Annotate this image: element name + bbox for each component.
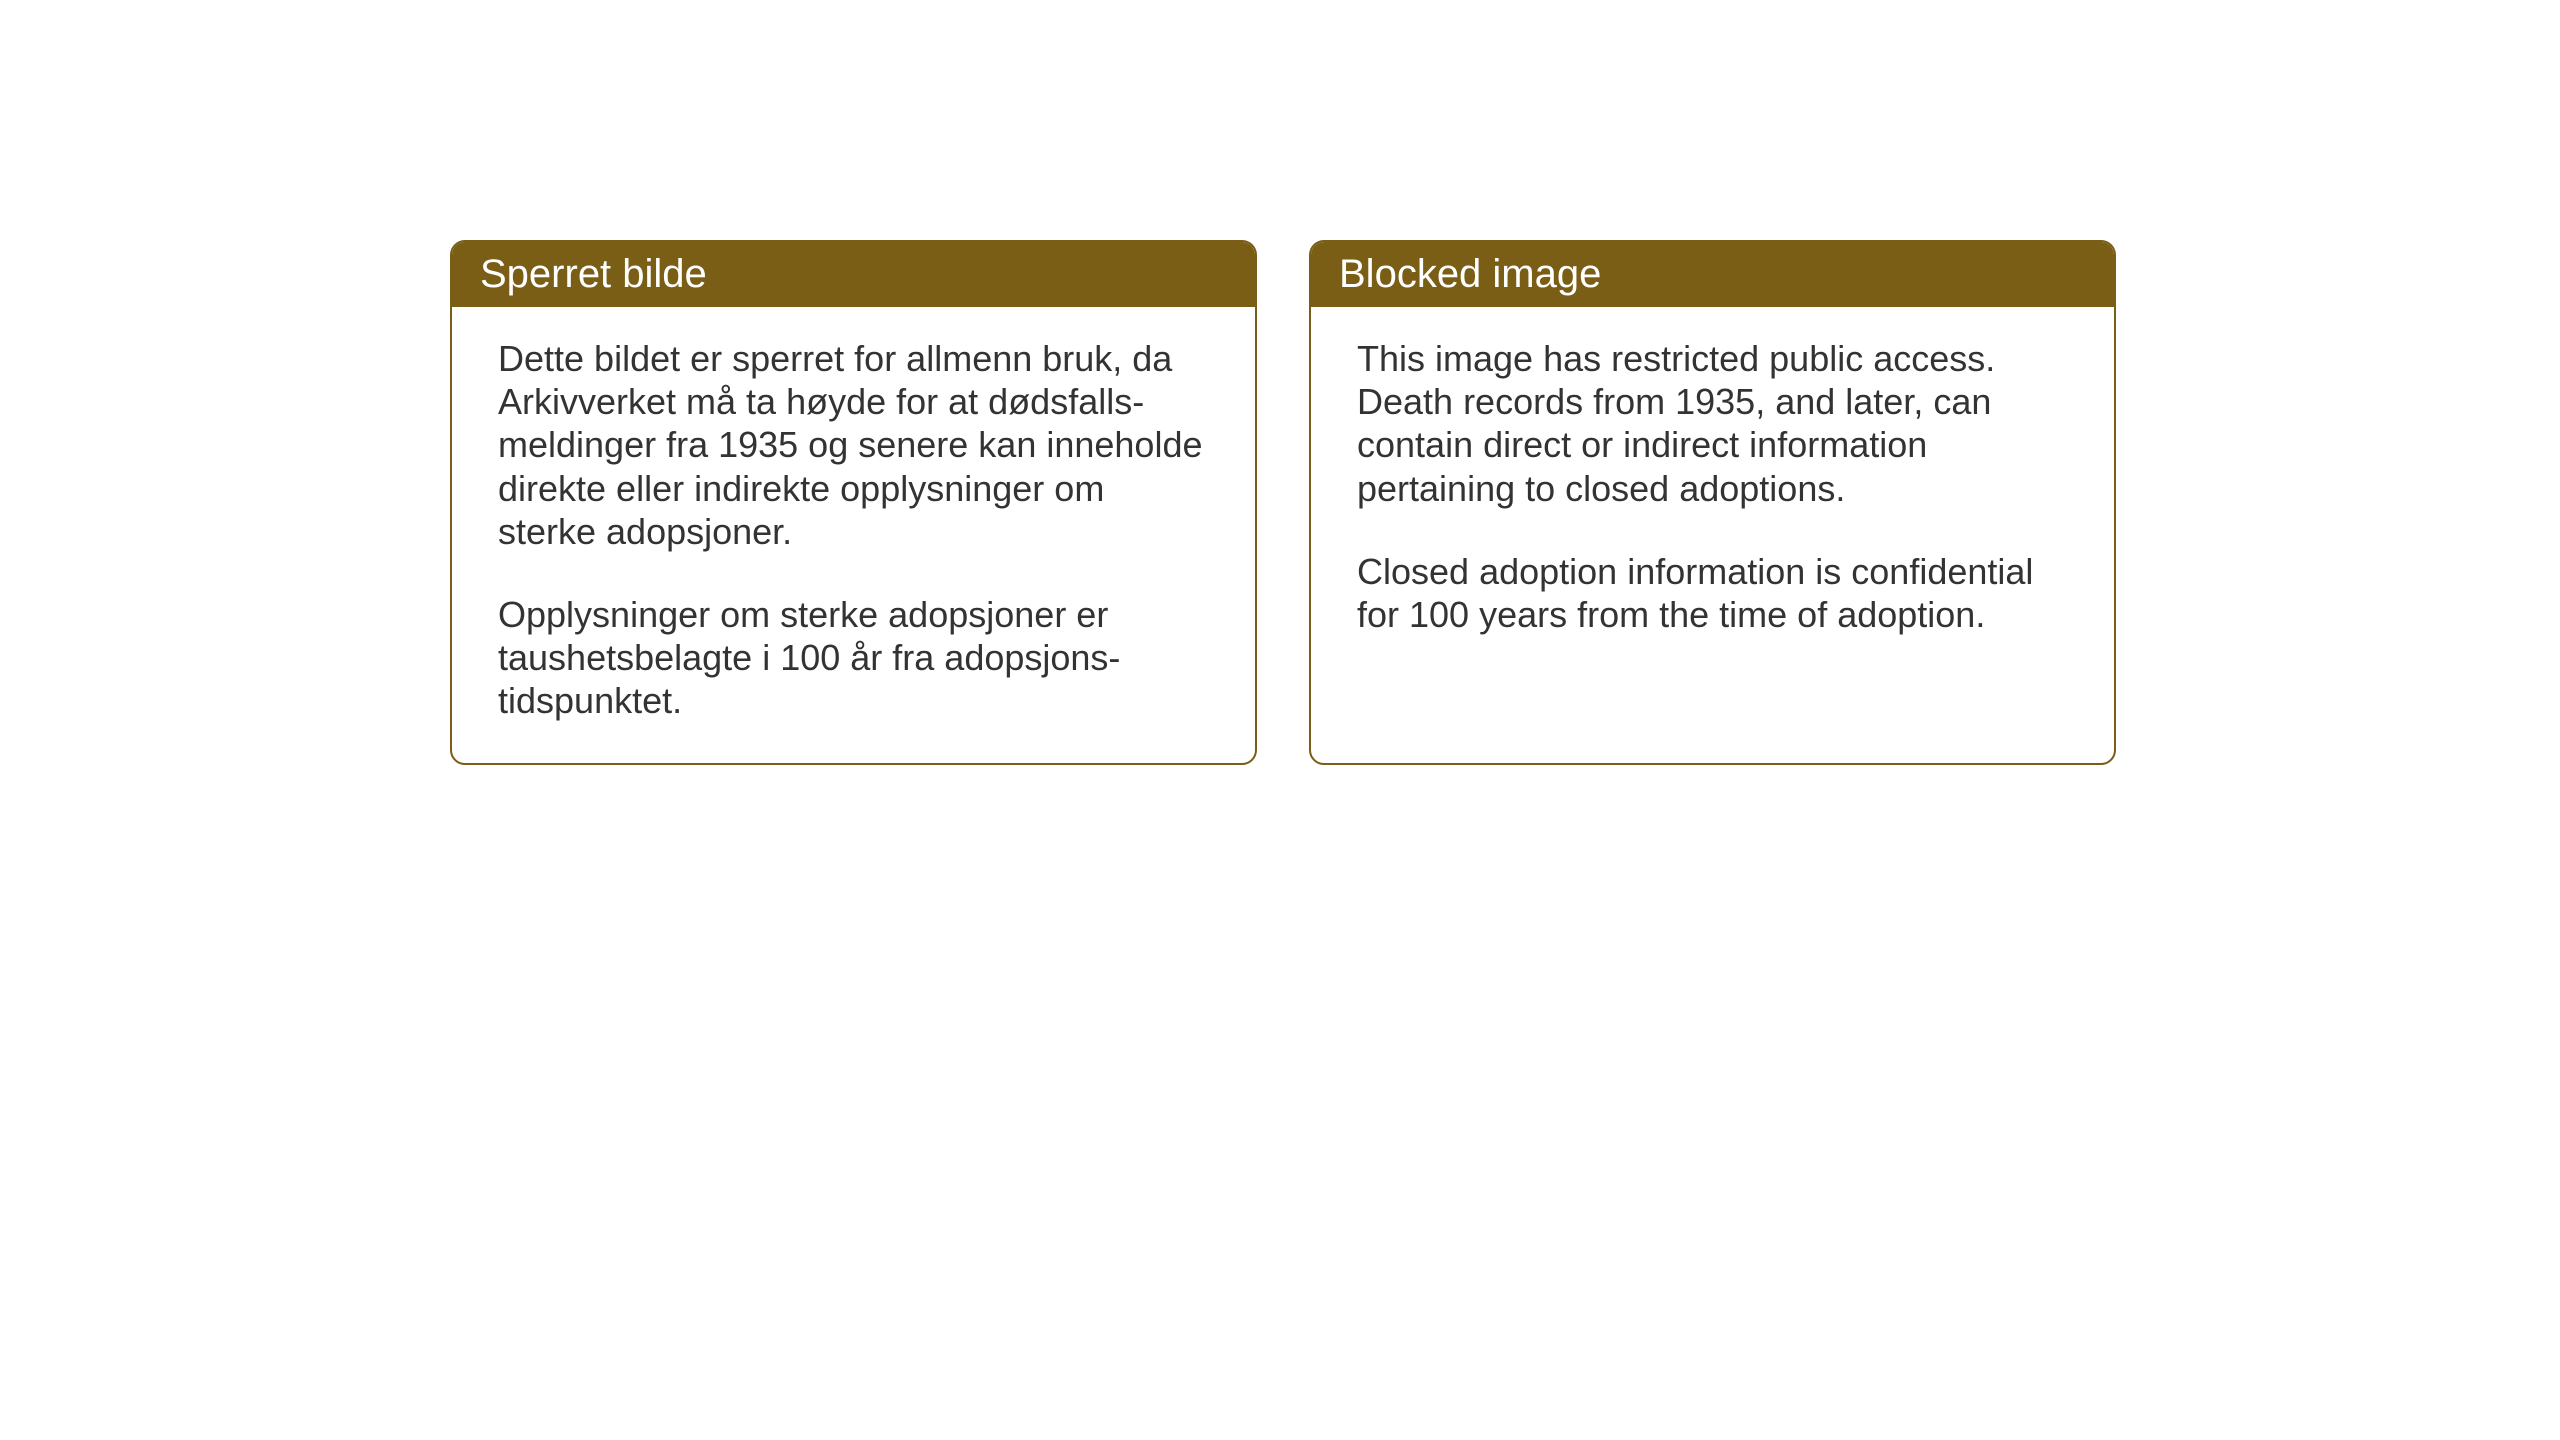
notice-paragraph-2-english: Closed adoption information is confident… [1357,550,2068,636]
notice-paragraph-1-norwegian: Dette bildet er sperret for allmenn bruk… [498,337,1209,553]
notice-body-norwegian: Dette bildet er sperret for allmenn bruk… [452,307,1255,763]
notice-paragraph-2-norwegian: Opplysninger om sterke adopsjoner er tau… [498,593,1209,723]
notice-title-norwegian: Sperret bilde [480,252,707,296]
notice-card-english: Blocked image This image has restricted … [1309,240,2116,765]
notice-card-norwegian: Sperret bilde Dette bildet er sperret fo… [450,240,1257,765]
notice-paragraph-1-english: This image has restricted public access.… [1357,337,2068,510]
notice-title-english: Blocked image [1339,252,1601,296]
notice-body-english: This image has restricted public access.… [1311,307,2114,676]
notice-header-english: Blocked image [1311,242,2114,307]
notice-header-norwegian: Sperret bilde [452,242,1255,307]
notice-container: Sperret bilde Dette bildet er sperret fo… [450,240,2116,765]
